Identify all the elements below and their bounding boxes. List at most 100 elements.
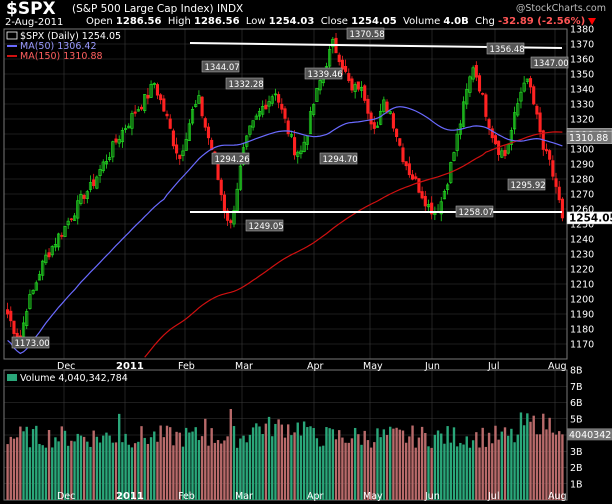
volume-bar [503,427,507,500]
price-candle-body [551,160,555,177]
volume-bar [76,433,79,500]
volume-bar [369,447,373,500]
price-candle-body [76,200,80,219]
price-candle-body [500,150,504,158]
price-tick-label: 1260 [570,205,594,216]
volume-bar [398,429,401,500]
volume-bar [239,438,242,500]
volume-bar [408,436,411,500]
price-tick-label: 1330 [570,100,594,111]
volume-bar [433,434,437,500]
volume-bar [497,439,500,500]
volume-bar [312,428,315,500]
price-candle-body [248,125,252,135]
volume-bar [309,426,312,500]
price-candle-body [347,73,351,81]
price-candle-body [178,154,182,159]
volume-bar [165,425,169,500]
price-candle-body [385,101,389,113]
volume-bar [513,442,516,500]
volume-tick-label: 1B [570,479,583,490]
volume-bar [334,439,338,500]
price-candle-body [471,67,475,80]
price-candle-body [143,94,147,111]
volume-bar [522,425,526,500]
volume-bar [181,446,185,500]
annotation-label: 1294.26 [215,155,250,165]
volume-bar [382,429,386,500]
price-candle-body [280,103,284,110]
price-candle-body [525,78,529,82]
volume-bar [35,425,38,500]
price-candle-body [513,112,517,130]
price-candle-body [79,194,83,204]
price-tag-label: 1254.05 [569,212,612,224]
volume-bar [271,436,274,500]
volume-bar [459,442,462,500]
annotations: 1173.00 1344.07 1332.28 1294.26 1249.05 1339.… [11,27,569,349]
price-candle-body [337,54,341,63]
volume-tag-label: 4040342 [569,430,611,441]
volume-bar [491,443,494,500]
price-tick-label: 1230 [570,250,594,261]
annotation-label: 1294.70 [323,155,358,165]
price-candle-body [130,113,134,129]
volume-bar [245,442,248,500]
price-candle-body [92,179,96,187]
volume-bar [92,430,95,500]
volume-bar [19,426,22,500]
x-tick-label: Jul [487,361,499,372]
volume-bar [280,424,284,500]
price-candle-body [293,137,297,156]
price-tick-label: 1220 [570,265,594,276]
annotation-box [304,67,343,80]
price-candle-body [120,130,124,143]
price-tick-label: 1350 [570,70,594,81]
exchange-text: INDX [217,3,244,15]
price-candle-body [31,290,35,294]
volume-bar [207,445,210,500]
volume-bar [274,423,277,500]
price-tick-label: 1190 [570,310,594,321]
price-candle-body [85,191,89,199]
volume-bar [519,412,523,500]
volume-bar [258,426,261,500]
volume-tick-label: 8B [570,366,583,377]
price-candle-body [353,84,357,92]
volume-bar [251,427,255,500]
volume-bar [468,447,472,500]
price-candle-body [171,130,175,147]
price-candle-body [532,86,536,105]
annotation-box [245,219,284,232]
volume-legend: Volume 4,040,342,784 [7,373,128,384]
price-candle-body [446,184,450,190]
volume-bar [255,423,258,500]
price-candle-body [9,310,13,322]
volume-bar [462,444,465,500]
chart-header: $SPX (S&P 500 Large Cap Index) INDX @Sto… [0,0,612,30]
volume-bar [277,419,280,500]
volume-x-tick-label: Aug [548,491,567,502]
price-candle-body [152,83,156,85]
price-candle-body [375,125,380,128]
volume-bar [363,430,366,500]
annotation-box [507,178,546,191]
volume-tag-box [567,428,612,441]
volume-bar [446,426,449,500]
price-tick-label: 1360 [570,55,594,66]
volume-x-tick-label: 2011 [116,491,144,502]
price-tag-label: 1310.88 [569,133,608,144]
price-candle-body [127,125,131,129]
volume-bar [70,440,73,500]
price-candle-body [410,174,415,180]
volume-bar [140,426,143,500]
volume-label: Volume [403,16,441,27]
price-candle-body [528,78,533,88]
volume-bar [146,443,150,500]
volume-bar [487,432,491,500]
price-candle-body [254,115,258,120]
volume-bar [216,440,220,500]
price-candle-body [117,139,121,144]
volume-bar [172,445,175,500]
